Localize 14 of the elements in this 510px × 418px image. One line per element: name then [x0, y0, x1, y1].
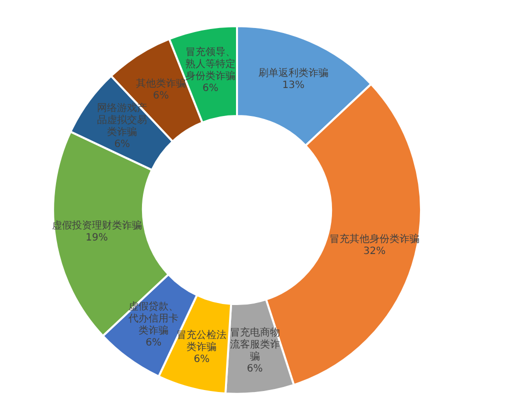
slice-label: 虚假贷款、代办信用卡类诈骗: [128, 300, 179, 336]
data-label: 19%: [86, 232, 108, 244]
slice-label: 网络游戏产品虚拟交易类诈骗: [97, 102, 148, 138]
data-label: 6%: [146, 337, 162, 348]
slice-label: 冒充领导、熟人等特定身份类诈骗: [185, 46, 236, 82]
data-label: 6%: [194, 354, 210, 366]
data-label: 6%: [114, 139, 130, 150]
data-label: 13%: [282, 80, 305, 92]
data-label: 6%: [246, 363, 263, 374]
slice-label: 其他类诈骗: [136, 78, 186, 90]
data-label: 6%: [152, 90, 169, 102]
data-label: 32%: [363, 246, 386, 257]
slice-label: 刷单返利类诈骗: [258, 67, 328, 80]
data-label: 6%: [202, 83, 218, 94]
